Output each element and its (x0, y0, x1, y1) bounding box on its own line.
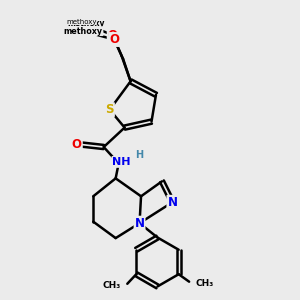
Text: O: O (108, 28, 118, 41)
Text: S: S (105, 103, 114, 116)
Text: methoxy: methoxy (66, 19, 97, 25)
Text: O: O (109, 33, 119, 46)
Text: N: N (167, 196, 177, 209)
Text: methoxy: methoxy (64, 27, 103, 36)
Text: CH₃: CH₃ (103, 281, 121, 290)
Text: N: N (134, 217, 145, 230)
Text: O: O (72, 137, 82, 151)
Text: CH₃: CH₃ (196, 279, 214, 288)
Text: H: H (135, 150, 143, 160)
Text: NH: NH (112, 157, 131, 167)
Text: methoxy: methoxy (67, 19, 104, 28)
